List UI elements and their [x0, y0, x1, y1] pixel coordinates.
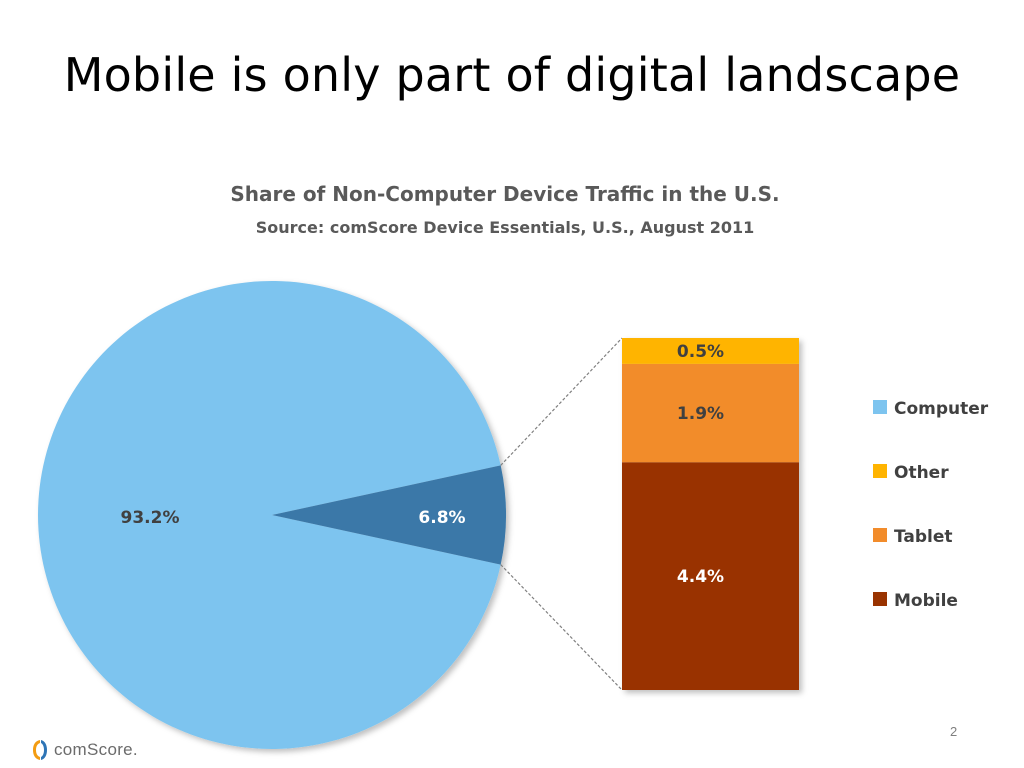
connector-lines [500, 337, 623, 691]
legend-swatch-other [873, 464, 887, 478]
chart-title: Share of Non-Computer Device Traffic in … [230, 182, 780, 206]
bar-segment-mobile [622, 462, 799, 690]
bar-segment-tablet [622, 363, 799, 463]
comscore-logo-text: comScore. [54, 740, 138, 759]
pie-slice-computer [37, 281, 501, 750]
bar-label-mobile: 4.4% [677, 567, 724, 587]
pie-slice-non-computer [272, 465, 506, 565]
bar-labels: 4.4% 1.9% 0.5% [677, 342, 724, 587]
pie-labels: 93.2% 6.8% [121, 508, 466, 528]
legend-swatch-tablet [873, 528, 887, 542]
pie-label-non-computer: 6.8% [418, 508, 465, 528]
connector-line-bottom [500, 564, 623, 691]
legend-label-other: Other [894, 463, 949, 483]
legend-label-tablet: Tablet [894, 527, 953, 547]
legend-label-mobile: Mobile [894, 591, 958, 611]
chart-subtitle: Source: comScore Device Essentials, U.S.… [255, 218, 755, 237]
legend-swatch-computer [873, 400, 887, 414]
comscore-logo-icon [33, 740, 47, 760]
bar-label-other: 0.5% [677, 342, 724, 362]
slide-title: Mobile is only part of digital landscape [63, 48, 961, 102]
connector-line-top [500, 337, 623, 466]
pie-chart [37, 281, 506, 750]
bar-segment-other [622, 338, 799, 364]
legend-swatch-mobile [873, 592, 887, 606]
bar-label-tablet: 1.9% [677, 404, 724, 424]
legend: Computer Other Tablet Mobile [873, 399, 989, 611]
pie-label-computer: 93.2% [121, 508, 180, 528]
comscore-logo: comScore. [32, 738, 138, 762]
stacked-bar [622, 338, 799, 690]
page-number: 2 [950, 724, 958, 739]
legend-label-computer: Computer [894, 399, 989, 419]
